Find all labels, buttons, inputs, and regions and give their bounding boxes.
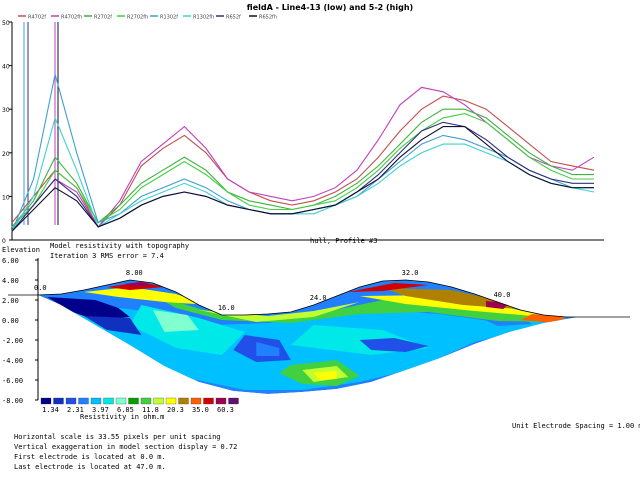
colorbar-swatch: [90, 397, 102, 405]
colorbar-swatch: [228, 397, 239, 405]
legend-label: R1302f: [160, 15, 178, 21]
section-subtitle: Iteration 3 RMS error = 7.4: [50, 252, 164, 260]
vertical-exaggeration-note: Vertical exaggeration in model section d…: [14, 443, 238, 451]
colorbar-swatch: [140, 397, 152, 405]
last-electrode-note: Last electrode is located at 47.0 m.: [14, 463, 166, 471]
colorbar-swatch: [78, 397, 89, 405]
horizontal-scale-note: Horizontal scale is 33.55 pixels per uni…: [14, 433, 221, 441]
colorbar-value: 60.3: [217, 406, 234, 414]
section-title: Model resistivity with topography: [50, 242, 189, 250]
resistivity-section: hull, Profile #3 Elevation Model resisti…: [2, 237, 630, 421]
resistivity-body: [84, 316, 142, 335]
y-tick-label: 40: [2, 64, 10, 71]
section-model: [8, 279, 630, 394]
elevation-tick-label: 6.00: [2, 257, 19, 265]
resistivity-body: [348, 283, 429, 292]
colorbar-swatch: [203, 397, 214, 405]
resistivity-body: [359, 338, 429, 352]
colorbar-value: 6.85: [117, 406, 134, 414]
profile-label: hull, Profile #3: [310, 237, 377, 245]
colorbar-swatch: [215, 397, 227, 405]
legend-label: R2702fh: [127, 15, 148, 21]
legend-label: R652f: [226, 15, 241, 21]
elevation-tick-label: 2.00: [2, 297, 19, 305]
colorbar-value: 2.31: [67, 406, 84, 414]
colorbar-swatch: [65, 397, 77, 405]
colorbar-value: 1.34: [42, 406, 59, 414]
elevation-tick-label: -4.00: [2, 357, 23, 365]
legend-label: R1302fh: [193, 15, 214, 21]
elevation-tick-label: 0.00: [2, 317, 19, 325]
y-ticks: 0 10 20 30 40 50: [2, 20, 12, 245]
colorbar-swatch: [115, 397, 127, 405]
legend-label: R2702f: [94, 15, 112, 21]
surface-distance-label: 0.0: [34, 284, 47, 292]
resistivity-body: [152, 310, 199, 332]
resistivity-body: [124, 282, 153, 287]
electrode-spacing-note: Unit Electrode Spacing = 1.00 m.: [512, 422, 640, 430]
colorbar-swatch: [165, 397, 177, 405]
colorbar-value: 11.8: [142, 406, 159, 414]
series-line-R652fh: [11, 126, 594, 232]
y-tick-label: 30: [2, 107, 10, 114]
resistivity-curves-chart: fieldA - Line4-13 (low) and 5-2 (high) R…: [2, 3, 604, 245]
resistivity-body: [47, 297, 130, 320]
colorbar-value: 35.0: [192, 406, 209, 414]
elevation-tick-label: -6.00: [2, 377, 23, 385]
colorbar-value: 20.3: [167, 406, 184, 414]
resistivity-body: [313, 371, 337, 380]
series-line-R2702f: [11, 108, 594, 228]
colorbar-swatch: [103, 397, 114, 405]
colorbar-swatch: [40, 397, 52, 405]
surface-distance-label: 32.0: [402, 269, 419, 277]
elevation-label: Elevation: [2, 246, 40, 254]
series-line-R1302fh: [11, 116, 595, 232]
resistivity-body: [84, 287, 211, 305]
colorbar-swatch: [128, 397, 139, 405]
y-tick-label: 10: [2, 194, 10, 201]
resistivity-colorbar: 1.34 2.31 3.97 6.85 11.8 20.3 35.0 60.3: [40, 397, 239, 414]
y-tick-label: 50: [2, 20, 10, 27]
colorbar-swatch: [53, 397, 64, 405]
colorbar-title: Resistivity in ohm.m: [80, 413, 164, 421]
elevation-tick-label: 4.00: [2, 277, 19, 285]
curves-legend: R4702f R4702fh R2702f R2702fh R1302f R1302fh R…: [18, 15, 277, 21]
y-tick-label: 20: [2, 151, 10, 158]
surface-labels: 0.0 8.00 16.0 24.0 32.0 40.0: [34, 269, 510, 312]
elevation-ticks: 6.00 4.00 2.00 0.00 -2.00 -4.00 -6.00 -8.00: [2, 257, 38, 405]
curves-title: fieldA - Line4-13 (low) and 5-2 (high): [247, 3, 413, 12]
series-line-R2702fh: [11, 113, 594, 228]
legend-label: R4702f: [28, 15, 46, 21]
surface-distance-label: 40.0: [494, 291, 511, 299]
colorbar-swatch: [153, 397, 164, 405]
topography-line: [37, 279, 578, 318]
resistivity-body: [359, 295, 555, 318]
first-electrode-note: First electrode is located at 0.0 m.: [14, 453, 166, 461]
legend-label: R652fh: [259, 15, 277, 21]
colorbar-swatch: [190, 397, 202, 405]
surface-distance-label: 8.00: [126, 269, 143, 277]
elevation-tick-label: -8.00: [2, 397, 23, 405]
y-tick-label: 0: [2, 238, 6, 245]
resistivity-body: [198, 302, 360, 322]
surface-distance-label: 16.0: [218, 304, 235, 312]
legend-label: R4702fh: [61, 15, 82, 21]
resistivity-body: [256, 342, 280, 356]
colorbar-value: 3.97: [92, 406, 109, 414]
colorbar-swatch: [178, 397, 189, 405]
series-lines: [11, 74, 595, 232]
elevation-tick-label: -2.00: [2, 337, 23, 345]
surface-distance-label: 24.0: [310, 294, 327, 302]
